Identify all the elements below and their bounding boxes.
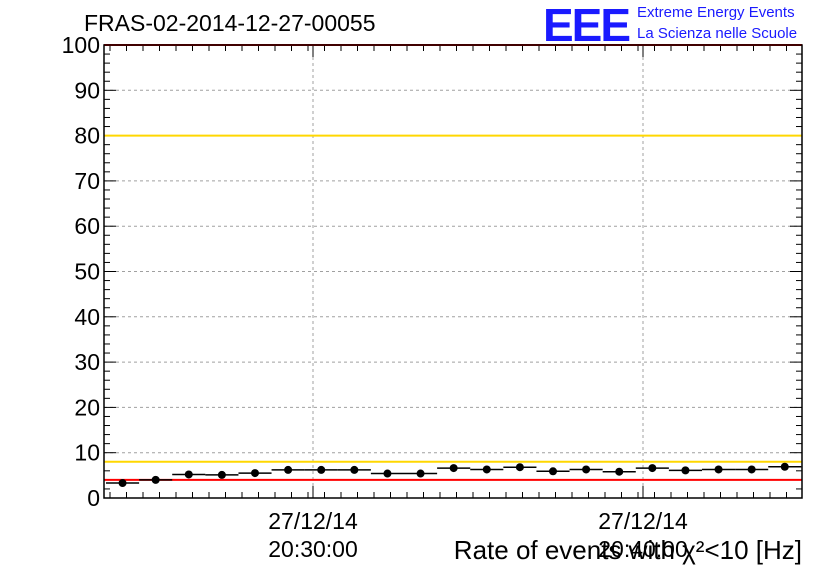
y-tick-label: 50 bbox=[74, 259, 100, 285]
eee-logo-icon: EEE bbox=[543, 0, 631, 51]
y-tick-label: 30 bbox=[74, 349, 100, 375]
logo-line-1: Extreme Energy Events bbox=[637, 4, 795, 21]
y-tick-label: 0 bbox=[87, 485, 100, 511]
y-tick-label: 40 bbox=[74, 304, 100, 330]
data-point bbox=[549, 467, 558, 476]
x-tick-date-label: 27/12/14 bbox=[598, 508, 688, 534]
data-point bbox=[383, 469, 392, 478]
y-tick-label: 60 bbox=[74, 213, 100, 239]
data-point bbox=[747, 465, 756, 474]
data-point bbox=[780, 462, 789, 471]
y-tick-label: 20 bbox=[74, 394, 100, 420]
data-point bbox=[151, 475, 160, 484]
data-point bbox=[582, 465, 591, 474]
chart-title: FRAS-02-2014-12-27-00055 bbox=[84, 10, 376, 36]
y-tick-label: 90 bbox=[74, 77, 100, 103]
data-point bbox=[284, 465, 293, 474]
data-point bbox=[515, 463, 524, 472]
data-point bbox=[317, 465, 326, 474]
data-point bbox=[184, 470, 193, 479]
data-point bbox=[118, 479, 127, 488]
data-point bbox=[350, 465, 359, 474]
data-point bbox=[416, 469, 425, 478]
x-tick-time-label: 20:30:00 bbox=[268, 536, 358, 562]
data-point bbox=[681, 466, 690, 475]
y-tick-label: 80 bbox=[74, 123, 100, 149]
data-point bbox=[251, 469, 260, 478]
plot-frame bbox=[103, 44, 803, 499]
x-tick-time-label: 20:40:00 bbox=[598, 536, 688, 562]
y-tick-label: 70 bbox=[74, 168, 100, 194]
x-tick-date-label: 27/12/14 bbox=[268, 508, 358, 534]
data-point bbox=[648, 464, 657, 473]
data-point bbox=[217, 470, 226, 479]
data-point bbox=[615, 467, 624, 476]
y-tick-label: 10 bbox=[74, 440, 100, 466]
data-point bbox=[714, 465, 723, 474]
data-point bbox=[482, 465, 491, 474]
logo-line-2: La Scienza nelle Scuole bbox=[637, 25, 798, 42]
x-axis-label: Rate of events with χ²<10 [Hz] bbox=[453, 535, 802, 565]
y-tick-label: 100 bbox=[62, 32, 100, 58]
data-point bbox=[449, 464, 458, 473]
